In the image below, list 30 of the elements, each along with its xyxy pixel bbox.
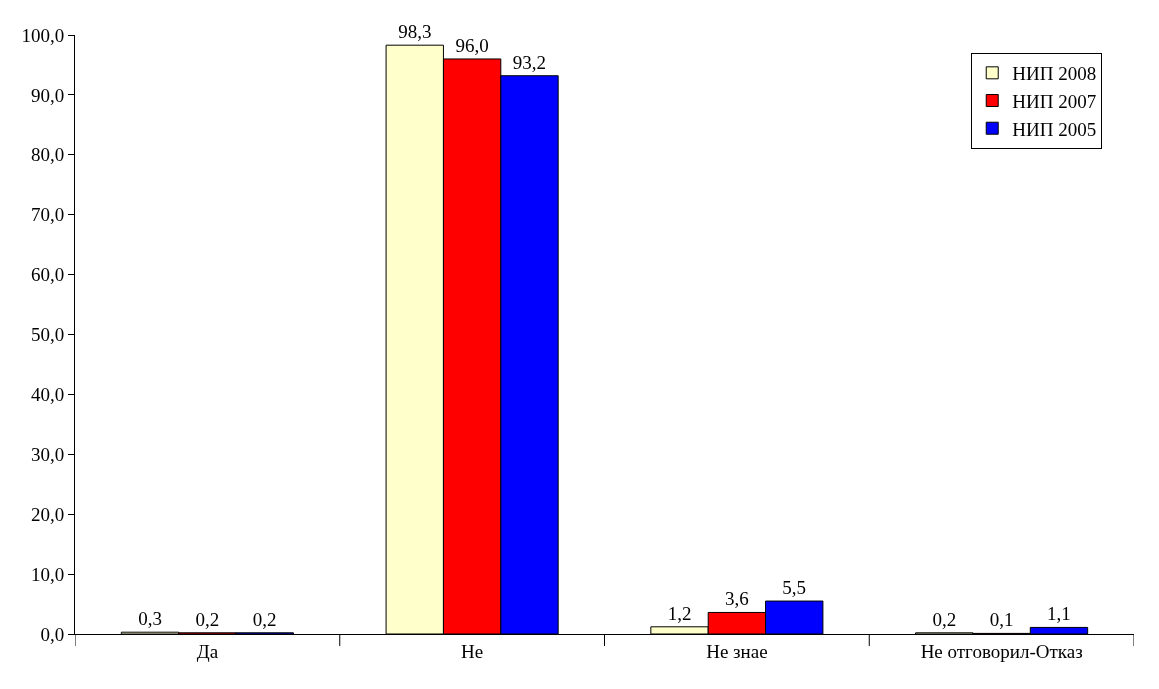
y-tick-label: 50,0 — [30, 324, 65, 346]
data-label: 0,2 — [932, 608, 957, 630]
y-tick-label: 100,0 — [21, 24, 65, 46]
data-label: 0,1 — [989, 609, 1014, 631]
x-tick-label: Да — [196, 640, 219, 662]
data-label: 1,2 — [667, 602, 692, 624]
x-tick-label: Не — [461, 640, 484, 662]
data-label: 96,0 — [455, 34, 489, 56]
legend-label: НИП 2007 — [1012, 90, 1097, 112]
y-tick-label: 70,0 — [30, 204, 65, 226]
data-label: 98,3 — [398, 21, 432, 43]
y-tick-label: 40,0 — [30, 384, 65, 406]
y-tick-label: 0,0 — [40, 623, 65, 645]
data-label: 3,6 — [725, 588, 749, 610]
legend-label: НИП 2005 — [1012, 118, 1097, 140]
data-label: 0,2 — [195, 608, 220, 630]
data-label: 0,3 — [138, 608, 162, 630]
data-label: 1,1 — [1047, 603, 1071, 625]
x-tick-label: Не знае — [706, 640, 768, 662]
y-tick-label: 20,0 — [30, 503, 65, 525]
data-label: 5,5 — [782, 577, 807, 599]
y-tick-label: 90,0 — [30, 84, 65, 106]
y-tick-label: 10,0 — [30, 563, 65, 585]
data-label: 0,2 — [252, 608, 277, 630]
y-tick-label: 30,0 — [30, 443, 65, 465]
data-label: 93,2 — [512, 51, 547, 73]
x-tick-label: Не отговорил-Отказ — [920, 640, 1083, 662]
legend-label: НИП 2008 — [1012, 63, 1097, 85]
y-tick-label: 60,0 — [30, 264, 65, 286]
y-tick-label: 80,0 — [30, 144, 65, 166]
